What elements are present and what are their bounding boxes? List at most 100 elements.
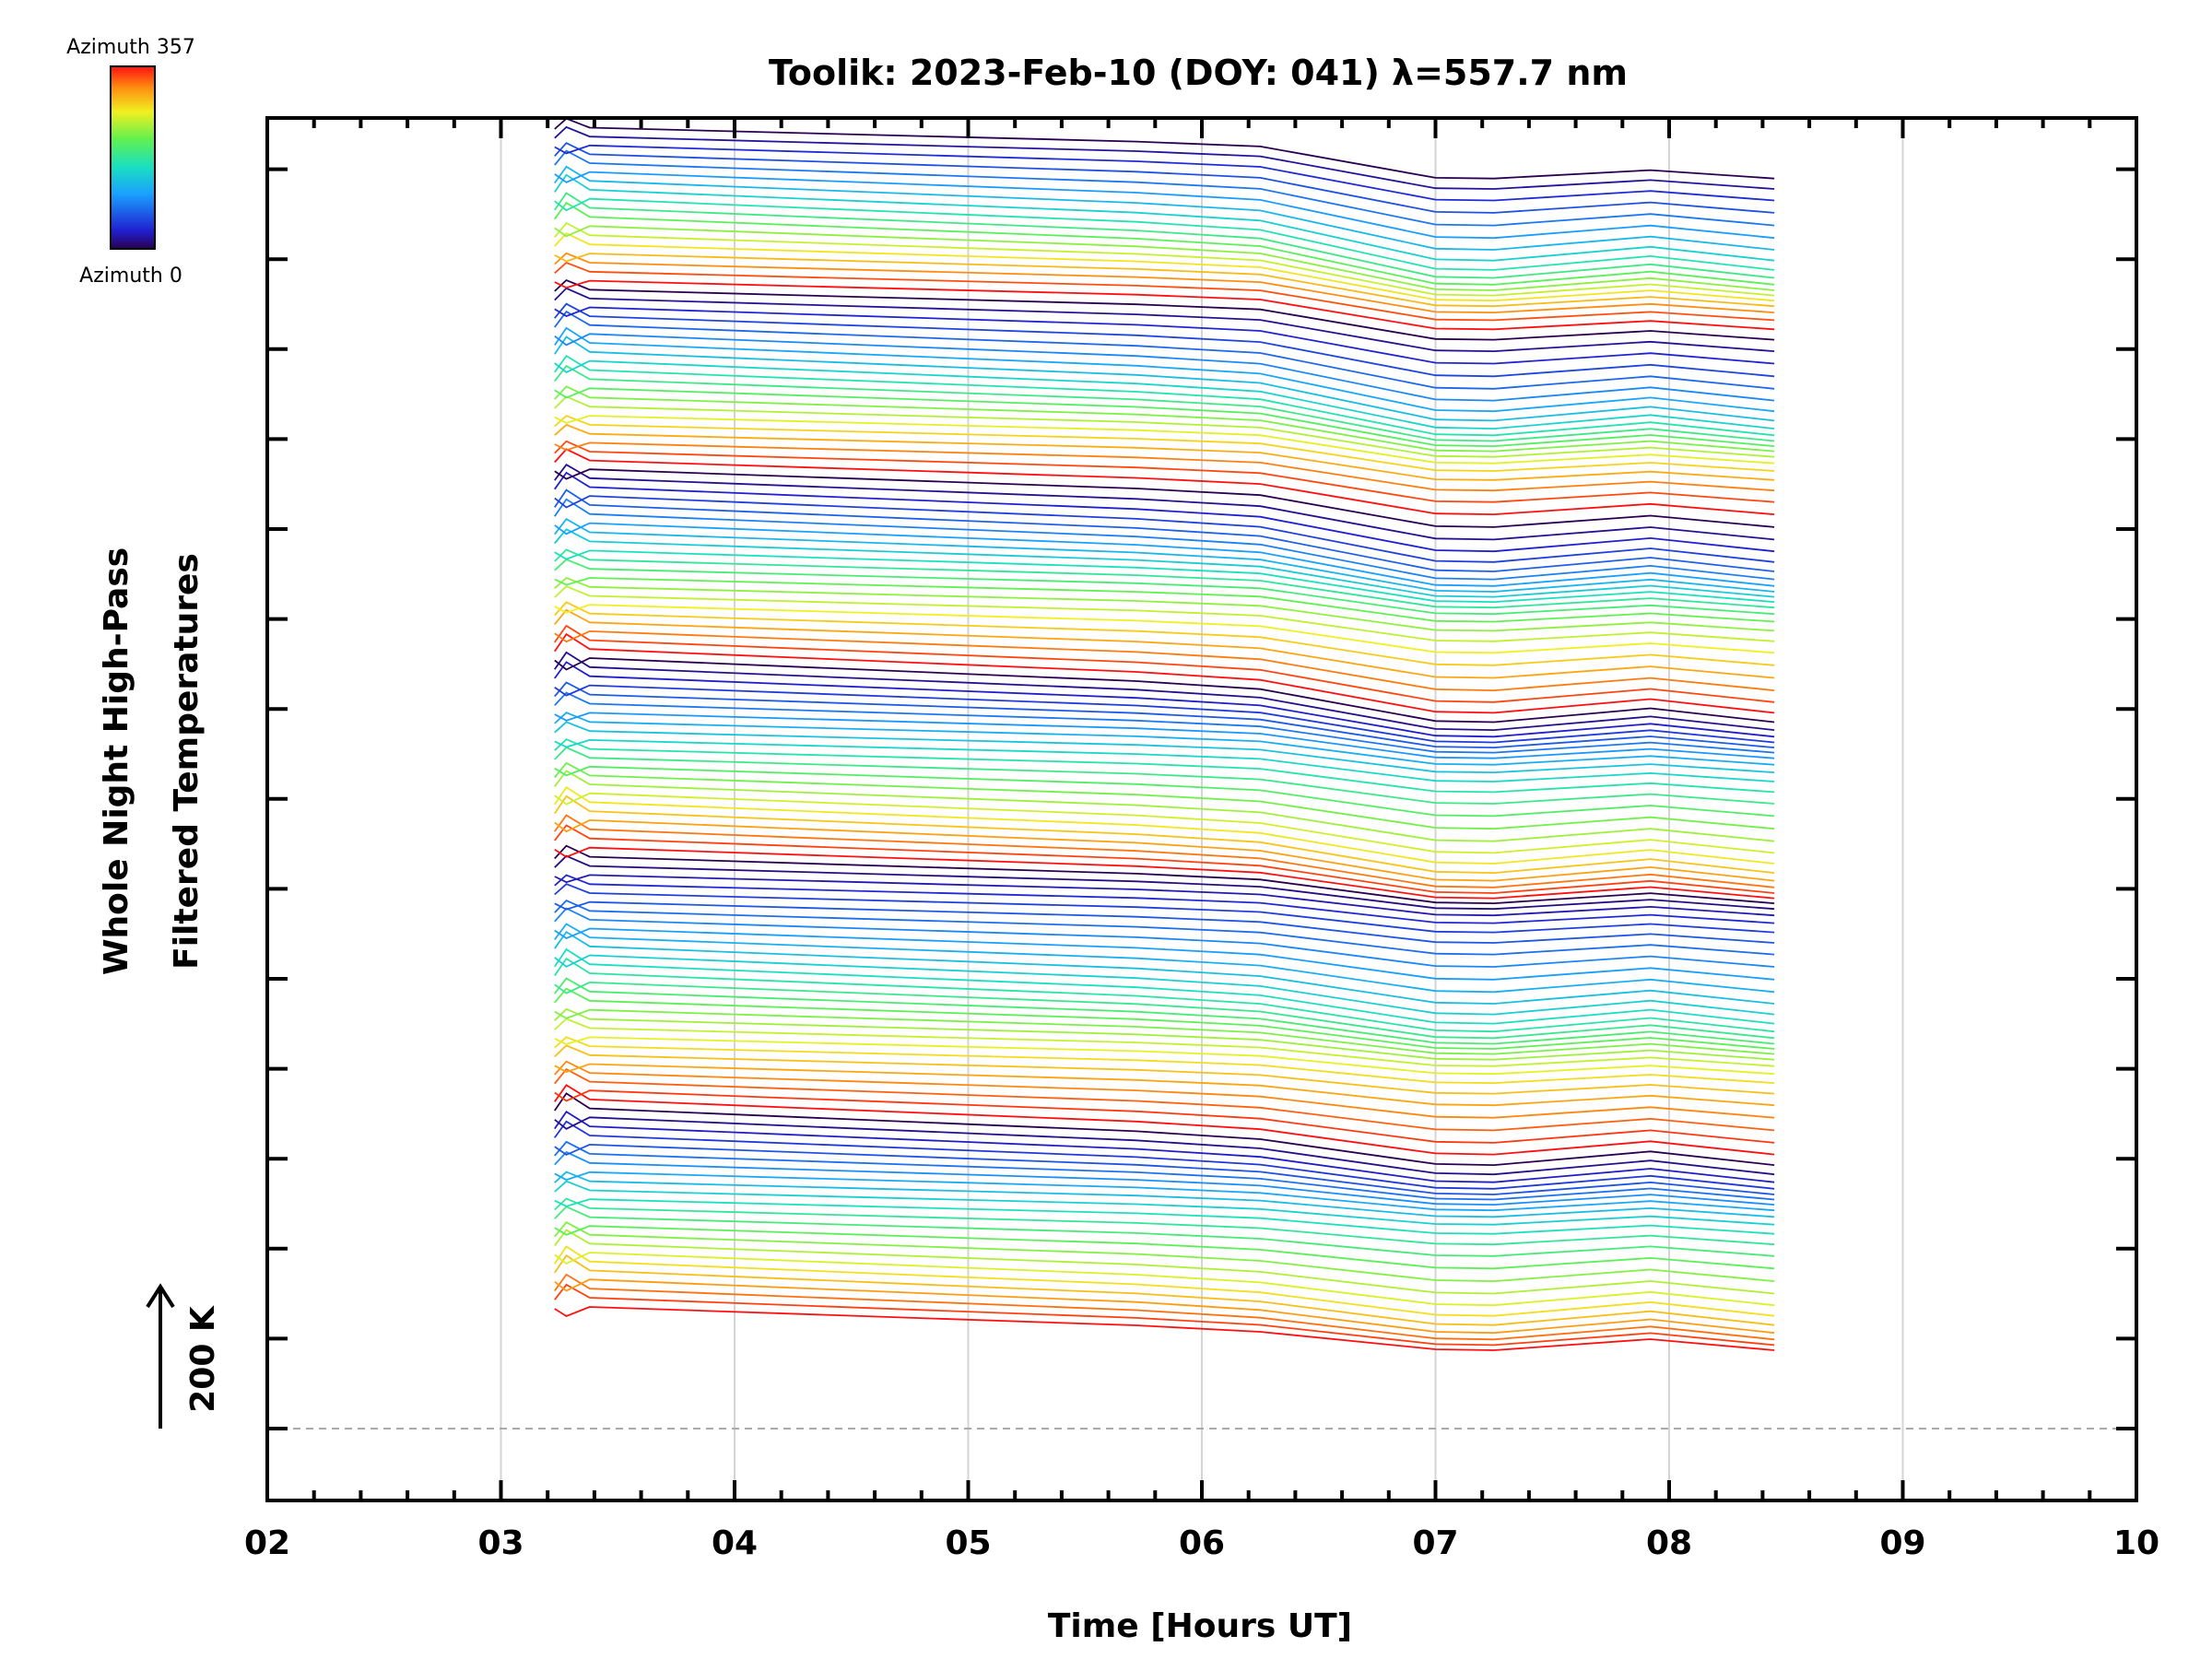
trace-line [554, 549, 1775, 604]
trace-line [554, 359, 1775, 430]
trace-line [554, 765, 1775, 818]
trace-line [554, 278, 1775, 341]
x-tick-label-10: 10 [2113, 1524, 2159, 1562]
trace-line [554, 977, 1775, 1045]
trace-line [554, 1252, 1775, 1307]
trace-line [554, 712, 1775, 759]
trace-line [554, 1084, 1775, 1156]
trace-line [554, 171, 1775, 240]
trace-line [554, 661, 1775, 738]
trace-line [554, 657, 1775, 724]
trace-line [554, 253, 1775, 308]
trace-line [554, 142, 1775, 214]
trace-line [554, 1171, 1775, 1218]
trace-line [554, 691, 1775, 754]
trace-line [554, 1067, 1775, 1132]
trace-line [554, 947, 1775, 1025]
trace-line [554, 559, 1775, 616]
x-tick-label-02: 02 [244, 1524, 290, 1562]
trace-line [554, 681, 1775, 749]
scale-arrow-head [146, 1283, 175, 1309]
scale-indicator: 200 K [146, 1283, 222, 1429]
x-tick-label-08: 08 [1646, 1524, 1692, 1562]
trace-line [554, 1007, 1775, 1061]
trace-line [554, 577, 1775, 623]
trace-line [554, 824, 1775, 894]
axis-ticks [265, 118, 2138, 1500]
trace-line [554, 495, 1775, 563]
trace-line [554, 1036, 1775, 1085]
trace-line [554, 1092, 1775, 1167]
trace-line [554, 576, 1775, 632]
trace-line [554, 738, 1775, 794]
trace-line [554, 464, 1775, 541]
trace-line [554, 987, 1775, 1050]
trace-line [554, 192, 1775, 279]
trace-line [554, 232, 1775, 302]
trace-line [554, 684, 1775, 744]
trace-line [554, 1283, 1775, 1347]
colorbar-min-label: Azimuth 0 [79, 265, 182, 288]
trace-line [554, 930, 1775, 1005]
trace-line [554, 1150, 1775, 1206]
trace-line [554, 441, 1775, 492]
trace-line [554, 522, 1775, 587]
trace-line [554, 721, 1775, 774]
trace-line [554, 604, 1775, 654]
trace-line [554, 1229, 1775, 1295]
colorbar: Azimuth 357 Azimuth 0 [66, 36, 195, 288]
trace-line [554, 738, 1775, 782]
x-tick-label-09: 09 [1879, 1524, 1925, 1562]
trace-line [554, 629, 1775, 692]
trace-line [554, 518, 1775, 593]
trace-line [554, 468, 1775, 528]
x-tick-label-06: 06 [1179, 1524, 1225, 1562]
trace-line [554, 471, 1775, 553]
trace-line [554, 874, 1775, 917]
trace-line [554, 624, 1775, 703]
trace-line [554, 746, 1775, 805]
trace-line [554, 981, 1775, 1040]
trace-line [554, 954, 1775, 1016]
scale-label: 200 K [184, 1305, 222, 1413]
trace-line [554, 883, 1775, 934]
trace-line [554, 907, 1775, 968]
trace-line [554, 387, 1775, 448]
trace-line [554, 144, 1775, 202]
temperature-traces [554, 118, 1775, 1351]
trace-line [554, 608, 1775, 679]
trace-line [554, 818, 1775, 882]
chart-title: Toolik: 2023-Feb-10 (DOY: 041) λ=557.7 n… [769, 53, 1628, 93]
trace-line [554, 900, 1775, 944]
trace-line [554, 306, 1775, 365]
trace-line [554, 770, 1775, 842]
trace-line [554, 900, 1775, 956]
x-tick-labels: 02 03 04 05 06 07 08 09 10 [244, 1524, 2159, 1562]
trace-line [554, 364, 1775, 442]
colorbar-max-label: Azimuth 357 [66, 36, 195, 59]
trace-line [554, 712, 1775, 766]
trace-line [554, 333, 1775, 402]
trace-line [554, 225, 1775, 291]
trace-line [554, 395, 1775, 458]
y-axis-label-line2: Filtered Temperatures [168, 553, 206, 970]
trace-line [554, 1036, 1775, 1076]
trace-line [554, 310, 1775, 390]
x-tick-label-05: 05 [945, 1524, 991, 1562]
trace-line [554, 874, 1775, 924]
trace-line [554, 1008, 1775, 1055]
trace-line [554, 1180, 1775, 1226]
trace-line [554, 1110, 1775, 1183]
trace-line [554, 302, 1775, 378]
trace-line [554, 1225, 1775, 1270]
trace-line [554, 1063, 1775, 1107]
trace-line [554, 423, 1775, 481]
trace-line [554, 1143, 1775, 1195]
trace-line [554, 165, 1775, 251]
trace-line [554, 279, 1775, 331]
trace-line [554, 415, 1775, 472]
trace-line [554, 355, 1775, 437]
trace-line [554, 814, 1775, 888]
trace-line [554, 923, 1775, 994]
